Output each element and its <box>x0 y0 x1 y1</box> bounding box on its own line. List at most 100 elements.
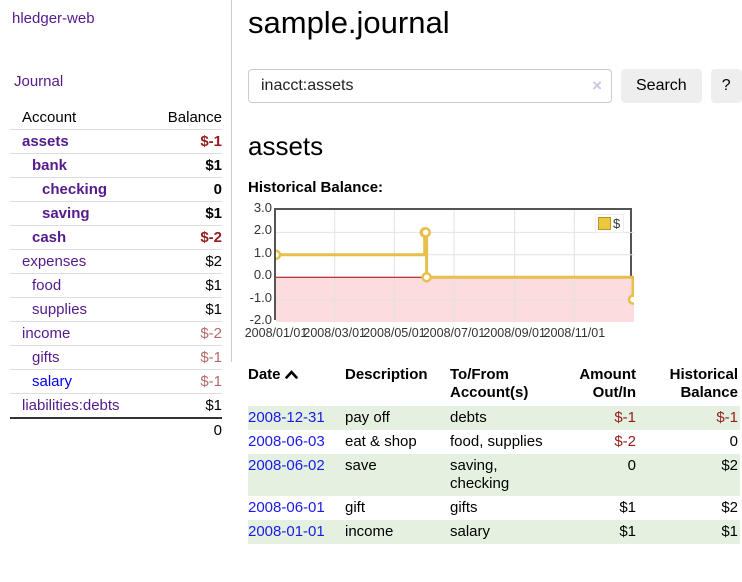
account-balance: $-2 <box>200 229 222 246</box>
x-axis-tick-label: 2008/07/01 <box>422 326 486 340</box>
search-button[interactable]: Search <box>621 69 702 103</box>
register-row[interactable]: 2008-12-31 pay off debts $-1 $-1 <box>248 406 740 430</box>
legend-swatch-icon <box>598 217 611 230</box>
accounts-header-balance: Balance <box>167 109 222 126</box>
register-row[interactable]: 2008-01-01 income salary $1 $1 <box>248 520 740 544</box>
account-link[interactable]: assets <box>22 133 69 150</box>
y-axis-tick-label: -2.0 <box>249 312 272 327</box>
transaction-amount: $1 <box>619 499 636 516</box>
register-row[interactable]: 2008-06-01 gift gifts $1 $2 <box>248 496 740 520</box>
account-balance: $2 <box>205 253 222 270</box>
register-header-date[interactable]: Date <box>248 363 345 406</box>
y-axis-tick-label: 1.0 <box>253 244 272 260</box>
y-axis-tick-label: 3.0 <box>253 200 272 215</box>
transaction-description: save <box>345 457 377 474</box>
account-row-assets[interactable]: assets $-1 <box>10 130 222 154</box>
account-balance: $-2 <box>200 325 222 342</box>
transaction-balance: 0 <box>729 433 738 450</box>
journal-link[interactable]: Journal <box>14 73 64 90</box>
register-row[interactable]: 2008-06-03 eat & shop food, supplies $-2… <box>248 430 740 454</box>
x-axis-tick-label: 2008/11/01 <box>543 326 606 340</box>
transaction-description: pay off <box>345 409 390 426</box>
account-link[interactable]: supplies <box>32 301 88 318</box>
chart-canvas <box>276 210 634 322</box>
y-axis-tick-label: 0.0 <box>253 267 272 283</box>
transaction-date-link[interactable]: 2008-01-01 <box>248 523 325 540</box>
account-link[interactable]: cash <box>32 229 67 246</box>
transaction-balance: $2 <box>721 499 738 516</box>
account-link[interactable]: income <box>22 325 71 342</box>
account-row-checking[interactable]: checking 0 <box>10 178 222 202</box>
account-row-saving[interactable]: saving $1 <box>10 202 222 226</box>
help-button[interactable]: ? <box>710 69 742 103</box>
transaction-date-link[interactable]: 2008-06-03 <box>248 433 325 450</box>
account-link[interactable]: bank <box>32 157 68 174</box>
transaction-date-link[interactable]: 2008-12-31 <box>248 409 325 426</box>
account-row-food[interactable]: food $1 <box>10 274 222 298</box>
transaction-date-link[interactable]: 2008-06-01 <box>248 499 325 516</box>
account-heading: assets <box>248 131 324 161</box>
x-axis-tick-label: 2008/05/01 <box>363 326 426 340</box>
account-link[interactable]: expenses <box>22 253 87 270</box>
chart-plot-area <box>274 208 634 322</box>
account-balance: $1 <box>205 397 222 414</box>
account-row-gifts[interactable]: gifts $-1 <box>10 346 222 370</box>
sort-ascending-icon[interactable] <box>284 366 298 384</box>
account-row-income[interactable]: income $-2 <box>10 322 222 346</box>
transaction-accounts: salary <box>450 523 491 540</box>
account-row-supplies[interactable]: supplies $1 <box>10 298 222 322</box>
transaction-balance: $1 <box>721 523 738 540</box>
account-balance: $1 <box>205 301 222 318</box>
transaction-date-link[interactable]: 2008-06-02 <box>248 457 325 474</box>
transaction-accounts: food, supplies <box>450 433 543 450</box>
account-link[interactable]: salary <box>32 373 73 390</box>
chart-legend: $ <box>595 214 625 233</box>
historical-balance-chart: $ 3.0 2.0 1.0 0.0 -1.0 -2.0 2008/01/01 2008/03/… <box>244 200 742 347</box>
clear-search-icon[interactable]: × <box>592 76 602 95</box>
x-axis-tick-label: 2008/03/01 <box>303 326 366 340</box>
register-header-row: Date Description To/From Account(s) Amou… <box>248 363 740 406</box>
transaction-balance: $2 <box>721 457 738 474</box>
accounts-header-account: Account <box>22 109 77 126</box>
x-axis-tick-label: 2008/09/01 <box>483 326 546 340</box>
register-header-description: Description <box>345 366 428 383</box>
sidebar-divider <box>231 0 232 362</box>
x-axis-tick-label: 2008/01/01 <box>244 326 308 340</box>
account-link[interactable]: checking <box>42 181 108 198</box>
account-row-cash[interactable]: cash $-2 <box>10 226 222 250</box>
account-balance: $1 <box>205 157 222 174</box>
account-link[interactable]: liabilities:debts <box>22 397 120 414</box>
transaction-description: income <box>345 523 394 540</box>
transaction-description: eat & shop <box>345 433 417 450</box>
transaction-amount: $1 <box>619 523 636 540</box>
account-balance: $-1 <box>200 373 222 390</box>
account-row-bank[interactable]: bank $1 <box>10 154 222 178</box>
transaction-balance: $-1 <box>716 409 738 426</box>
search-input[interactable] <box>259 71 589 101</box>
account-link[interactable]: food <box>32 277 62 294</box>
account-balance: $-1 <box>200 349 222 366</box>
register-header-balance: Historical Balance <box>669 366 738 401</box>
sidebar: hledger-web Journal Account Balance asse… <box>0 0 232 544</box>
account-row-expenses[interactable]: expenses $2 <box>10 250 222 274</box>
transaction-accounts: saving, checking <box>450 457 510 492</box>
register-header-tofrom: To/From Account(s) <box>450 366 529 401</box>
account-balance: $-1 <box>200 133 222 150</box>
account-link[interactable]: gifts <box>32 349 60 366</box>
account-row-salary[interactable]: salary $-1 <box>10 370 222 394</box>
app-title-link[interactable]: hledger-web <box>12 10 95 27</box>
accounts-total-row: 0 <box>10 418 222 442</box>
account-link[interactable]: saving <box>42 205 90 222</box>
register-header-date-label: Date <box>248 366 281 383</box>
accounts-total: 0 <box>213 422 222 439</box>
legend-label: $ <box>613 216 621 231</box>
transaction-accounts: debts <box>450 409 487 426</box>
account-balance: $1 <box>205 205 222 222</box>
register-row[interactable]: 2008-06-02 save saving, checking 0 $2 <box>248 454 740 496</box>
account-balance: $1 <box>205 277 222 294</box>
main-content: sample.journal × Search ? assets Histori… <box>232 0 742 544</box>
account-row-liabilities-debts[interactable]: liabilities:debts $1 <box>10 394 222 418</box>
transaction-description: gift <box>345 499 366 516</box>
transaction-amount: 0 <box>627 457 636 474</box>
hledger-web-app: hledger-web Journal Account Balance asse… <box>0 0 742 544</box>
